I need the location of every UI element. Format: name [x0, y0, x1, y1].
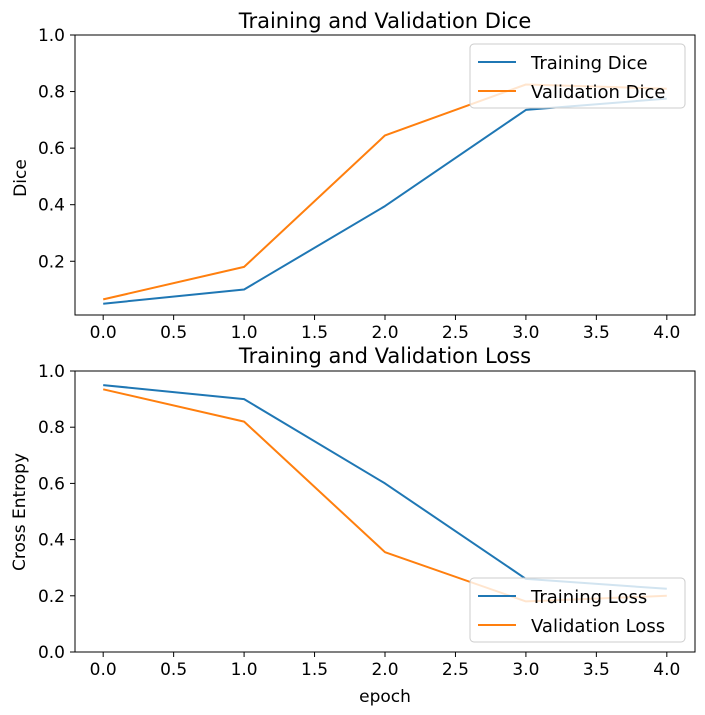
loss-y-ticks: 0.0 0.2 0.4 0.6 0.8 1.0 [38, 362, 75, 663]
loss-legend-label-validation: Validation Loss [531, 616, 665, 637]
loss-y-tick-label: 0.4 [38, 531, 65, 551]
loss-x-tick-label: 0.0 [90, 660, 117, 680]
loss-y-tick-label: 0.0 [38, 643, 65, 663]
dice-x-tick-label: 2.5 [442, 323, 469, 343]
loss-legend-label-training: Training Loss [530, 587, 647, 608]
loss-plot-frame [74, 370, 696, 653]
dice-x-tick-label: 2.0 [371, 323, 398, 343]
dice-x-tick-label: 3.0 [512, 323, 539, 343]
loss-x-tick-label: 4.0 [653, 660, 680, 680]
loss-y-axis-label: Cross Entropy [10, 453, 30, 571]
loss-y-tick-label: 0.6 [38, 474, 65, 494]
loss-series-line-training [103, 384, 667, 590]
loss-y-tick-label: 0.2 [38, 587, 65, 607]
dice-y-tick-label: 0.8 [38, 83, 65, 103]
dice-series-line-training [103, 97, 667, 305]
dice-chart-title: Training and Validation Dice [238, 9, 532, 33]
loss-series-lines [102, 384, 667, 603]
loss-x-tick-label: 2.0 [371, 660, 398, 680]
dice-series-lines [102, 83, 667, 305]
loss-x-ticks: 0.0 0.5 1.0 1.5 2.0 2.5 3.0 3.5 4.0 [90, 652, 680, 680]
dice-y-axis-label: Dice [11, 159, 31, 197]
dice-x-tick-label: 3.5 [583, 323, 610, 343]
loss-legend: Training Loss Validation Loss [469, 577, 686, 643]
dice-series-line-validation [102, 83, 667, 301]
loss-subplot: Training and Validation Loss Cross Entro… [10, 344, 696, 707]
loss-x-tick-label: 0.5 [160, 660, 187, 680]
loss-x-tick-label: 3.5 [583, 660, 610, 680]
dice-y-tick-label: 1.0 [38, 26, 65, 46]
dice-x-tick-label: 1.5 [301, 323, 328, 343]
dice-x-tick-label: 0.5 [160, 323, 187, 343]
dice-y-tick-label: 0.4 [38, 196, 65, 216]
dice-y-tick-label: 0.6 [38, 139, 65, 159]
loss-y-tick-label: 1.0 [38, 362, 65, 382]
dice-x-tick-label: 0.0 [90, 323, 117, 343]
dice-legend-box [469, 43, 686, 109]
dice-legend-label-validation: Validation Dice [531, 82, 665, 103]
dice-x-tick-label: 1.0 [231, 323, 258, 343]
loss-y-tick-label: 0.8 [38, 418, 65, 438]
dice-subplot: Training and Validation Dice Dice 0.0 0.5… [11, 9, 696, 343]
loss-series-line-validation [102, 388, 667, 603]
loss-chart-title: Training and Validation Loss [238, 344, 531, 368]
dice-legend: Training Dice Validation Dice [469, 43, 686, 109]
dice-x-ticks: 0.0 0.5 1.0 1.5 2.0 2.5 3.0 3.5 4.0 [90, 315, 680, 343]
loss-x-tick-label: 2.5 [442, 660, 469, 680]
loss-x-tick-label: 1.0 [231, 660, 258, 680]
loss-x-tick-label: 1.5 [301, 660, 328, 680]
dice-legend-label-training: Training Dice [530, 53, 648, 74]
loss-legend-box [469, 577, 686, 643]
dice-y-tick-label: 0.2 [38, 252, 65, 272]
loss-x-tick-label: 3.0 [512, 660, 539, 680]
dice-y-ticks: 0.2 0.4 0.6 0.8 1.0 [38, 26, 75, 272]
loss-x-axis-label: epoch [359, 687, 411, 707]
dice-x-tick-label: 4.0 [653, 323, 680, 343]
dice-plot-frame [74, 34, 696, 316]
